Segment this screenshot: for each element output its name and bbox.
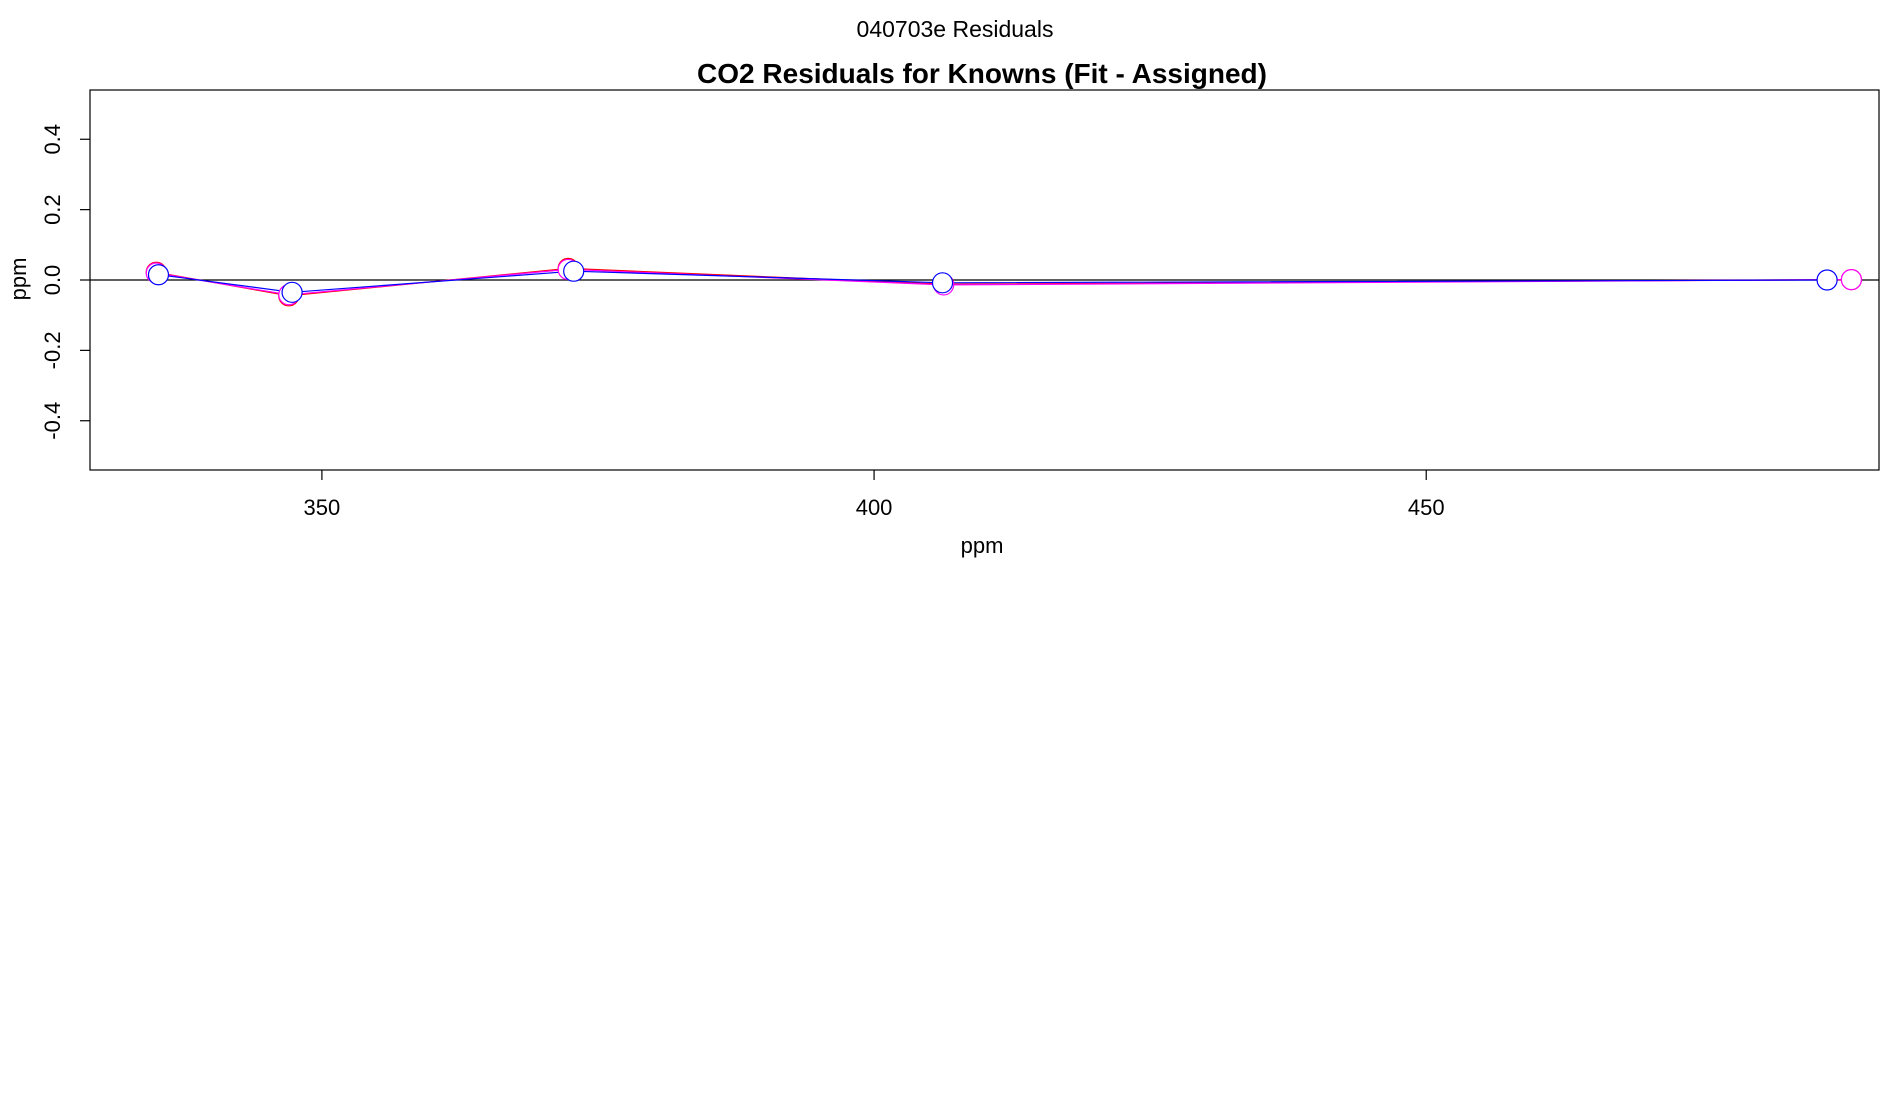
x-tick-label: 400 [856, 495, 893, 520]
series-2-point [281, 281, 303, 303]
figure-suptitle: 040703e Residuals [857, 16, 1054, 42]
x-tick-label: 450 [1408, 495, 1445, 520]
plot-area: 350 400 450 -0.4 -0.2 0.0 0.2 0.4 [40, 89, 1880, 520]
x-axis-label: ppm [961, 533, 1004, 558]
chart-title: CO2 Residuals for Knowns (Fit - Assigned… [697, 58, 1267, 89]
series-2-point [563, 260, 585, 282]
series-1-point [1840, 269, 1862, 291]
y-axis-label: ppm [6, 258, 31, 301]
series-2-point [1816, 269, 1838, 291]
y-tick-label: 0.4 [40, 124, 65, 155]
y-tick-label: -0.2 [40, 331, 65, 369]
series-2-point [147, 264, 170, 286]
y-tick-label: 0.2 [40, 194, 65, 225]
series-2-point [931, 272, 954, 294]
y-tick-label: -0.4 [40, 402, 65, 440]
x-tick-label: 350 [304, 495, 341, 520]
y-tick-label: 0.0 [40, 265, 65, 296]
